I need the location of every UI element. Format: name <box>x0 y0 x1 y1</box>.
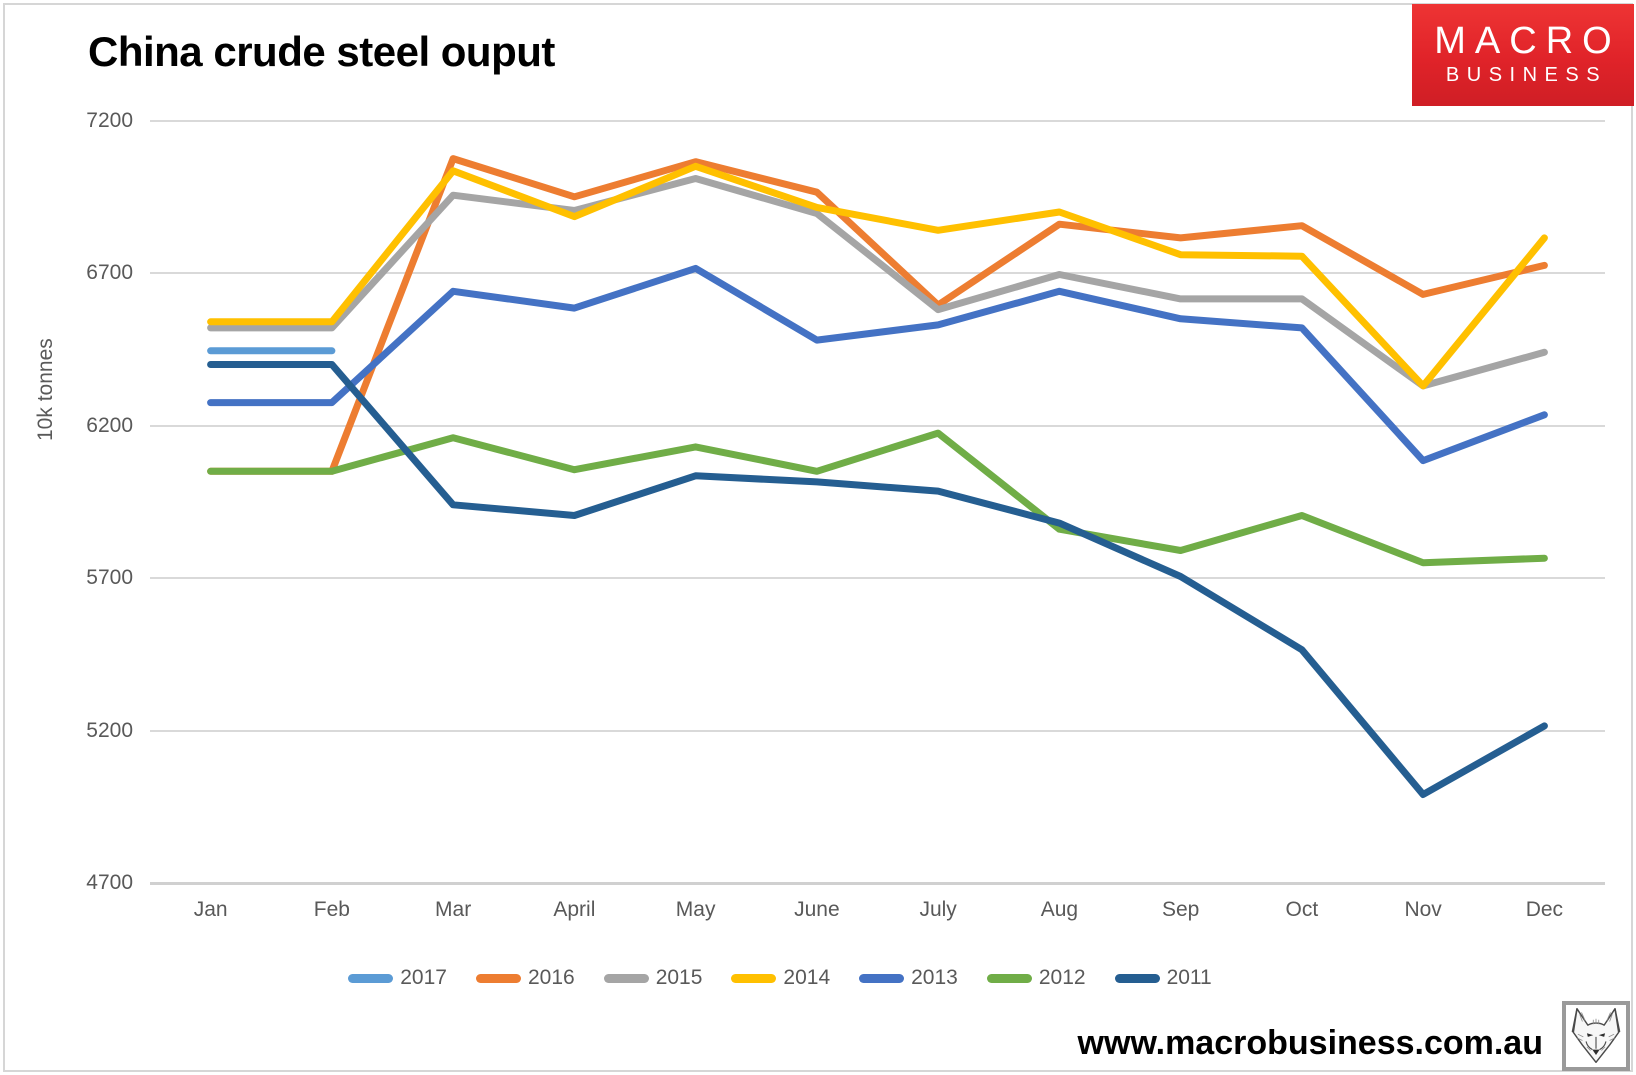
series-line-2016 <box>207 155 1548 475</box>
gridline-6700 <box>150 272 1605 274</box>
macrobusiness-logo-line1: MACRO <box>1434 20 1621 63</box>
y-axis-tick-label: 5700 <box>86 566 133 589</box>
gridline-6200 <box>150 424 1605 427</box>
gridline-4700 <box>150 882 1605 885</box>
x-axis-tick-label: May <box>675 898 716 921</box>
legend-label: 2012 <box>1038 966 1086 989</box>
x-axis-tick-label: Aug <box>1040 898 1079 921</box>
macrobusiness-logo-line2: BUSINESS <box>1445 63 1608 86</box>
y-axis-tick-label: 6200 <box>86 413 133 437</box>
series-line-2015 <box>207 175 1548 390</box>
x-axis-tick-label: Sep <box>1161 898 1200 921</box>
x-axis-tick-label: Nov <box>1404 898 1442 921</box>
legend-item-2014: 2014 <box>731 966 830 990</box>
fox-logo <box>1562 1001 1630 1071</box>
legend-swatch-2016 <box>475 973 521 983</box>
legend-label: 2014 <box>783 966 831 989</box>
macrobusiness-logo: MACRO BUSINESS <box>1412 4 1634 106</box>
legend-item-2011: 2011 <box>1114 966 1212 990</box>
gridline-5200 <box>150 729 1605 732</box>
legend-label: 2015 <box>655 966 703 989</box>
chart-title: China crude steel ouput <box>88 28 555 75</box>
y-axis-tick-label: 6700 <box>86 261 133 284</box>
x-axis-tick-label: Jan <box>193 898 228 921</box>
footer-url[interactable]: www.macrobusiness.com.au <box>1077 1024 1543 1062</box>
legend-swatch-2014 <box>731 973 777 983</box>
fox-sketch-icon <box>1571 1008 1621 1064</box>
legend-item-2013: 2013 <box>859 966 958 990</box>
x-axis-tick-label: July <box>919 898 957 921</box>
legend-item-2017: 2017 <box>348 966 447 990</box>
legend-swatch-2015 <box>603 973 649 983</box>
x-axis-tick-label: Dec <box>1525 898 1564 921</box>
gridline-5700 <box>150 577 1605 579</box>
legend-swatch-2013 <box>859 973 905 983</box>
y-axis-tick-label: 5200 <box>86 718 133 742</box>
legend-label: 2013 <box>911 966 958 989</box>
legend-label: 2011 <box>1166 966 1212 989</box>
x-axis-tick-label: April <box>553 898 596 921</box>
legend-item-2015: 2015 <box>603 966 703 990</box>
x-axis-tick-label: June <box>794 898 840 921</box>
legend-swatch-2011 <box>1114 973 1160 983</box>
series-line-2011 <box>207 361 1548 798</box>
legend-item-2012: 2012 <box>986 966 1086 990</box>
y-axis-tick-label: 7200 <box>86 108 133 132</box>
legend-label: 2017 <box>400 966 447 989</box>
x-axis-tick-label: Feb <box>313 898 350 921</box>
series-line-2012 <box>207 429 1548 567</box>
series-line-2014 <box>207 162 1548 390</box>
legend-swatch-2012 <box>986 973 1032 983</box>
x-axis-tick-label: Mar <box>435 898 472 921</box>
chart-legend: 2017 2016 2015 2014 2013 2012 2011 <box>150 960 1410 996</box>
legend-swatch-2017 <box>348 973 394 983</box>
x-axis-tick-label: Oct <box>1285 898 1319 921</box>
legend-item-2016: 2016 <box>475 966 575 990</box>
y-axis-tick-label: 4700 <box>86 871 133 894</box>
legend-label: 2016 <box>527 966 575 989</box>
gridline-7200 <box>150 119 1605 122</box>
series-line-2013 <box>207 264 1548 465</box>
